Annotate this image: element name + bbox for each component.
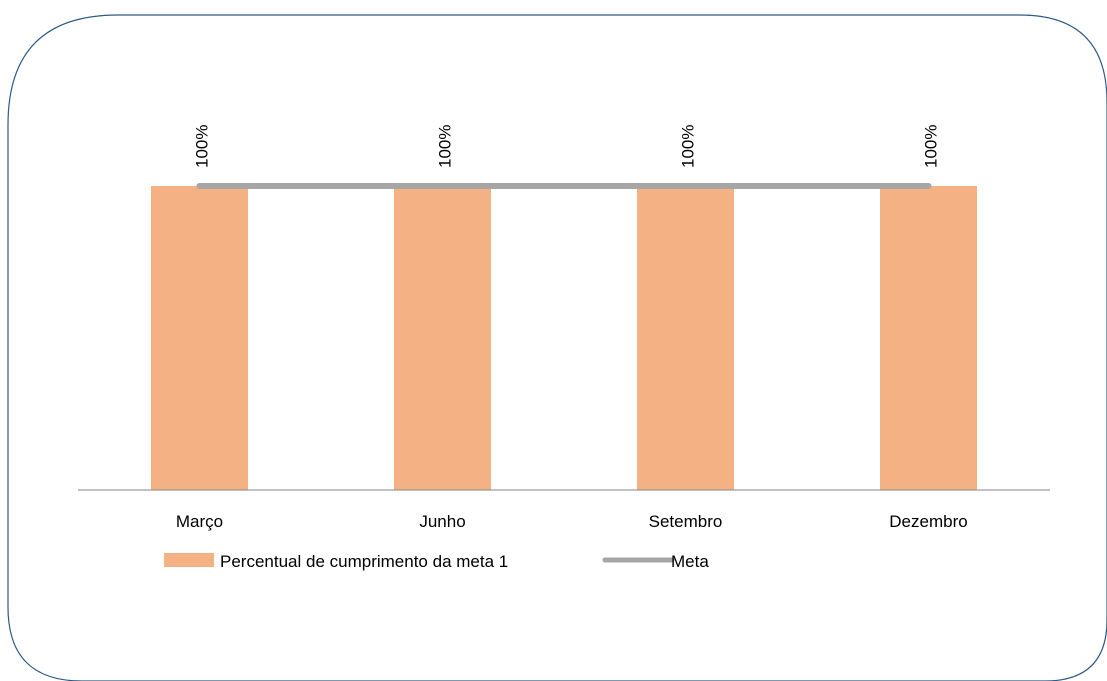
- bar-0: [151, 186, 248, 490]
- x-tick-label: Junho: [419, 512, 465, 531]
- data-label: 100%: [922, 125, 941, 168]
- bar-3: [880, 186, 977, 490]
- data-label: 100%: [193, 125, 212, 168]
- legend-label-line: Meta: [671, 552, 709, 571]
- x-tick-labels: Março Junho Setembro Dezembro: [176, 512, 968, 531]
- data-labels: 100% 100% 100% 100%: [193, 125, 941, 168]
- data-label: 100%: [679, 125, 698, 168]
- bar-2: [637, 186, 734, 490]
- x-tick-label: Março: [176, 512, 223, 531]
- x-tick-label: Dezembro: [889, 512, 967, 531]
- x-tick-label: Setembro: [649, 512, 723, 531]
- data-label: 100%: [436, 125, 455, 168]
- legend-label-bar: Percentual de cumprimento da meta 1: [220, 552, 508, 571]
- bars-group: [151, 186, 977, 490]
- legend-swatch-bar: [164, 553, 214, 567]
- bar-1: [394, 186, 491, 490]
- legend: Percentual de cumprimento da meta 1 Meta: [164, 552, 709, 571]
